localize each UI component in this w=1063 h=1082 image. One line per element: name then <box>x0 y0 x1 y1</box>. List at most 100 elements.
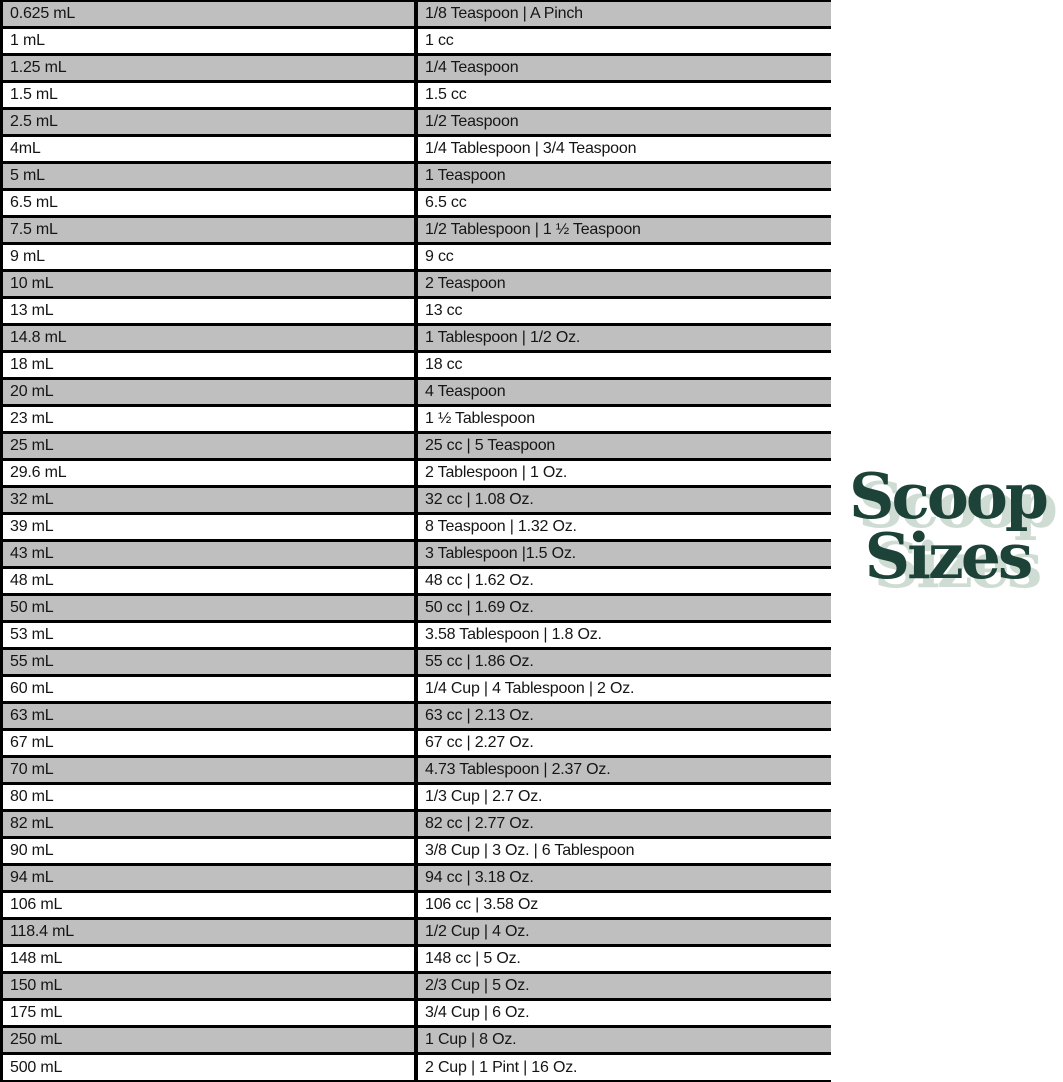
ml-cell: 23 mL <box>0 407 418 431</box>
table-row: 90 mL 3/8 Cup | 3 Oz. | 6 Tablespoon <box>0 839 831 866</box>
ml-cell: 90 mL <box>0 839 418 863</box>
conversion-cell: 3/8 Cup | 3 Oz. | 6 Tablespoon <box>425 842 635 859</box>
conversion-cell: 18 cc <box>425 356 463 373</box>
conversion-cell: 25 cc | 5 Teaspoon <box>425 437 556 454</box>
ml-cell: 1.25 mL <box>0 56 418 80</box>
ml-cell: 0.625 mL <box>0 2 418 26</box>
ml-cell: 94 mL <box>0 866 418 890</box>
ml-cell: 175 mL <box>0 1001 418 1025</box>
table-row: 250 mL 1 Cup | 8 Oz. <box>0 1028 831 1055</box>
conversion-cell: 48 cc | 1.62 Oz. <box>425 572 534 589</box>
ml-cell: 13 mL <box>0 299 418 323</box>
table-row: 1.5 mL 1.5 cc <box>0 83 831 110</box>
conversion-cell: 3 Tablespoon |1.5 Oz. <box>425 545 576 562</box>
ml-cell: 67 mL <box>0 731 418 755</box>
table-row: 55 mL 55 cc | 1.86 Oz. <box>0 650 831 677</box>
ml-cell: 18 mL <box>0 353 418 377</box>
table-row: 63 mL 63 cc | 2.13 Oz. <box>0 704 831 731</box>
ml-cell: 39 mL <box>0 515 418 539</box>
conversion-cell: 1/4 Cup | 4 Tablespoon | 2 Oz. <box>425 680 635 697</box>
conversion-cell: 82 cc | 2.77 Oz. <box>425 815 534 832</box>
table-row: 1 mL 1 cc <box>0 29 831 56</box>
table-row: 0.625 mL 1/8 Teaspoon | A Pinch <box>0 2 831 29</box>
table-row: 60 mL 1/4 Cup | 4 Tablespoon | 2 Oz. <box>0 677 831 704</box>
conversion-cell: 4.73 Tablespoon | 2.37 Oz. <box>425 761 611 778</box>
scoop-sizes-logo: Scoop Sizes <box>832 459 1063 594</box>
table-row: 9 mL 9 cc <box>0 245 831 272</box>
table-row: 5 mL 1 Teaspoon <box>0 164 831 191</box>
conversion-cell: 1 cc <box>425 32 454 49</box>
table-row: 2.5 mL 1/2 Teaspoon <box>0 110 831 137</box>
conversion-cell: 2/3 Cup | 5 Oz. <box>425 977 530 994</box>
ml-cell: 53 mL <box>0 623 418 647</box>
conversion-cell: 55 cc | 1.86 Oz. <box>425 653 534 670</box>
conversion-cell: 67 cc | 2.27 Oz. <box>425 734 534 751</box>
table-row: 53 mL 3.58 Tablespoon | 1.8 Oz. <box>0 623 831 650</box>
ml-cell: 250 mL <box>0 1028 418 1052</box>
ml-cell: 148 mL <box>0 947 418 971</box>
conversion-cell: 1 Teaspoon <box>425 167 506 184</box>
ml-cell: 60 mL <box>0 677 418 701</box>
ml-cell: 82 mL <box>0 812 418 836</box>
table-row: 13 mL 13 cc <box>0 299 831 326</box>
ml-cell: 4mL <box>0 137 418 161</box>
ml-cell: 1 mL <box>0 29 418 53</box>
table-row: 29.6 mL 2 Tablespoon | 1 Oz. <box>0 461 831 488</box>
conversion-cell: 8 Teaspoon | 1.32 Oz. <box>425 518 577 535</box>
ml-cell: 10 mL <box>0 272 418 296</box>
table-row: 106 mL 106 cc | 3.58 Oz <box>0 893 831 920</box>
conversion-cell: 2 Teaspoon <box>425 275 506 292</box>
ml-cell: 150 mL <box>0 974 418 998</box>
table-row: 80 mL 1/3 Cup | 2.7 Oz. <box>0 785 831 812</box>
table-row: 20 mL 4 Teaspoon <box>0 380 831 407</box>
table-row: 70 mL 4.73 Tablespoon | 2.37 Oz. <box>0 758 831 785</box>
table-row: 148 mL 148 cc | 5 Oz. <box>0 947 831 974</box>
table-row: 1.25 mL 1/4 Teaspoon <box>0 56 831 83</box>
table-row: 6.5 mL 6.5 cc <box>0 191 831 218</box>
ml-cell: 25 mL <box>0 434 418 458</box>
ml-cell: 6.5 mL <box>0 191 418 215</box>
conversion-cell: 106 cc | 3.58 Oz <box>425 896 539 913</box>
table-row: 500 mL 2 Cup | 1 Pint | 16 Oz. <box>0 1055 831 1082</box>
conversion-cell: 3/4 Cup | 6 Oz. <box>425 1004 530 1021</box>
conversion-cell: 3.58 Tablespoon | 1.8 Oz. <box>425 626 602 643</box>
ml-cell: 20 mL <box>0 380 418 404</box>
table-row: 175 mL 3/4 Cup | 6 Oz. <box>0 1001 831 1028</box>
table-row: 50 mL 50 cc | 1.69 Oz. <box>0 596 831 623</box>
ml-cell: 7.5 mL <box>0 218 418 242</box>
ml-cell: 106 mL <box>0 893 418 917</box>
ml-cell: 48 mL <box>0 569 418 593</box>
conversion-cell: 63 cc | 2.13 Oz. <box>425 707 534 724</box>
ml-cell: 50 mL <box>0 596 418 620</box>
conversion-cell: 6.5 cc <box>425 194 467 211</box>
ml-cell: 55 mL <box>0 650 418 674</box>
ml-cell: 43 mL <box>0 542 418 566</box>
table-row: 82 mL 82 cc | 2.77 Oz. <box>0 812 831 839</box>
conversion-cell: 1/2 Tablespoon | 1 ½ Teaspoon <box>425 221 641 238</box>
conversion-cell: 1/2 Cup | 4 Oz. <box>425 923 530 940</box>
conversion-cell: 13 cc <box>425 302 463 319</box>
table-row: 10 mL 2 Teaspoon <box>0 272 831 299</box>
ml-cell: 1.5 mL <box>0 83 418 107</box>
conversion-cell: 4 Teaspoon <box>425 383 506 400</box>
table-row: 39 mL 8 Teaspoon | 1.32 Oz. <box>0 515 831 542</box>
conversion-cell: 1.5 cc <box>425 86 467 103</box>
ml-cell: 9 mL <box>0 245 418 269</box>
logo-line-1: Scoop <box>849 459 1049 533</box>
ml-cell: 2.5 mL <box>0 110 418 134</box>
logo-line-2: Sizes <box>864 519 1034 594</box>
table-row: 48 mL 48 cc | 1.62 Oz. <box>0 569 831 596</box>
table-row: 7.5 mL 1/2 Tablespoon | 1 ½ Teaspoon <box>0 218 831 245</box>
ml-cell: 118.4 mL <box>0 920 418 944</box>
ml-cell: 32 mL <box>0 488 418 512</box>
conversion-table: 0.625 mL 1/8 Teaspoon | A Pinch 1 mL 1 cc 1.… <box>0 0 831 1082</box>
conversion-cell: 1 ½ Tablespoon <box>425 410 535 427</box>
ml-cell: 70 mL <box>0 758 418 782</box>
conversion-cell: 94 cc | 3.18 Oz. <box>425 869 534 886</box>
conversion-cell: 1/4 Tablespoon | 3/4 Teaspoon <box>425 140 637 157</box>
conversion-cell: 1/3 Cup | 2.7 Oz. <box>425 788 543 805</box>
conversion-cell: 9 cc <box>425 248 454 265</box>
conversion-cell: 50 cc | 1.69 Oz. <box>425 599 534 616</box>
conversion-cell: 1 Cup | 8 Oz. <box>425 1031 517 1048</box>
conversion-cell: 1 Tablespoon | 1/2 Oz. <box>425 329 581 346</box>
